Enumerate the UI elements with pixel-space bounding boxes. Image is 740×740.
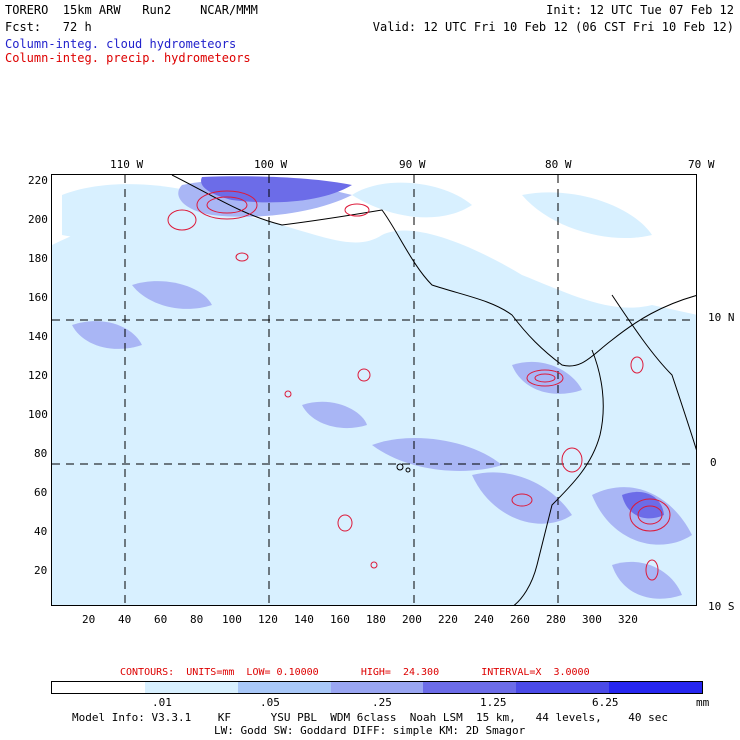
header-forecast-hour: Fcst: 72 h (5, 20, 92, 34)
legend-precip-label: Column-integ. precip. hydrometeors (5, 51, 251, 65)
x-tick: 200 (402, 613, 422, 626)
x-tick: 120 (258, 613, 278, 626)
footer-model-info: Model Info: V3.3.1 KF YSU PBL WDM 6class… (72, 711, 669, 724)
x-tick: 240 (474, 613, 494, 626)
color-bar-segment (330, 682, 424, 693)
x-tick: 280 (546, 613, 566, 626)
x-tick: 300 (582, 613, 602, 626)
x-tick: 320 (618, 613, 638, 626)
y-tick: 40 (34, 525, 48, 538)
x-tick: 260 (510, 613, 530, 626)
color-bar-label: 6.25 (592, 696, 619, 709)
precip-contours (167, 190, 671, 581)
color-bar-segment (609, 682, 703, 693)
lat-label-10s: 10 S (708, 600, 735, 613)
cloud-field-light (52, 182, 696, 605)
color-bar-segment (516, 682, 610, 693)
lon-label-90w: 90 W (399, 158, 426, 171)
lon-label-70w: 70 W (688, 158, 715, 171)
y-tick: 60 (34, 486, 48, 499)
legend-cloud-label: Column-integ. cloud hydrometeors (5, 37, 237, 51)
lat-label-10n: 10 N (708, 311, 735, 324)
lon-label-80w: 80 W (545, 158, 572, 171)
color-bar-label: .05 (260, 696, 280, 709)
coastlines (171, 175, 696, 605)
lon-label-110w: 110 W (110, 158, 144, 171)
y-tick: 160 (28, 291, 48, 304)
color-bar-segment (52, 682, 145, 693)
color-bar-unit: mm (696, 696, 710, 709)
x-tick: 100 (222, 613, 242, 626)
footer-physics-info: LW: Godd SW: Goddard DIFF: simple KM: 2D… (214, 724, 526, 737)
y-tick: 20 (34, 564, 48, 577)
color-bar-label: .01 (152, 696, 172, 709)
color-bar-segment (423, 682, 517, 693)
y-tick: 120 (28, 369, 48, 382)
y-tick: 180 (28, 252, 48, 265)
map-plot-area (51, 174, 697, 606)
y-tick: 140 (28, 330, 48, 343)
color-bar (51, 681, 703, 694)
x-tick: 140 (294, 613, 314, 626)
map-svg (52, 175, 696, 605)
y-tick: 100 (28, 408, 48, 421)
y-tick: 80 (34, 447, 48, 460)
color-bar-segment (144, 682, 238, 693)
lat-label-0: 0 (710, 456, 717, 469)
x-tick: 20 (82, 613, 96, 626)
x-tick: 220 (438, 613, 458, 626)
x-tick: 60 (154, 613, 168, 626)
x-tick: 160 (330, 613, 350, 626)
contours-info: CONTOURS: UNITS=mm LOW= 0.10000 HIGH= 24… (120, 667, 590, 678)
header-run-info: TORERO 15km ARW Run2 NCAR/MMM (5, 3, 258, 17)
x-tick: 80 (190, 613, 204, 626)
x-tick: 180 (366, 613, 386, 626)
header-init-time: Init: 12 UTC Tue 07 Feb 12 (546, 3, 734, 17)
lon-label-100w: 100 W (254, 158, 288, 171)
y-tick: 200 (28, 213, 48, 226)
color-bar-label: 1.25 (480, 696, 507, 709)
color-bar-label: .25 (372, 696, 392, 709)
header-valid-time: Valid: 12 UTC Fri 10 Feb 12 (06 CST Fri … (372, 20, 734, 34)
color-bar-segment (237, 682, 331, 693)
x-tick: 40 (118, 613, 132, 626)
y-tick: 220 (28, 174, 48, 187)
cloud-field-strong (201, 176, 664, 519)
lat-lon-grid (52, 175, 696, 605)
